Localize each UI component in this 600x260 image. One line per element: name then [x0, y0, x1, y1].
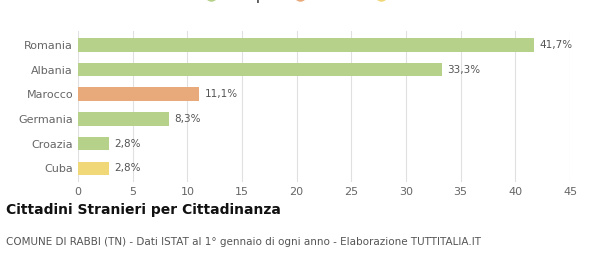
Text: Cittadini Stranieri per Cittadinanza: Cittadini Stranieri per Cittadinanza: [6, 203, 281, 217]
Bar: [78, 38, 534, 52]
Bar: [78, 137, 109, 151]
Bar: [78, 87, 199, 101]
Bar: [78, 63, 442, 76]
Text: 2,8%: 2,8%: [114, 163, 140, 173]
Text: 11,1%: 11,1%: [205, 89, 238, 99]
Bar: [78, 112, 169, 126]
Text: 41,7%: 41,7%: [539, 40, 572, 50]
Bar: [78, 161, 109, 175]
Text: 2,8%: 2,8%: [114, 139, 140, 149]
Text: 8,3%: 8,3%: [174, 114, 201, 124]
Text: 33,3%: 33,3%: [448, 64, 481, 75]
Legend: Europa, Africa, America: Europa, Africa, America: [193, 0, 455, 8]
Text: COMUNE DI RABBI (TN) - Dati ISTAT al 1° gennaio di ogni anno - Elaborazione TUTT: COMUNE DI RABBI (TN) - Dati ISTAT al 1° …: [6, 237, 481, 246]
